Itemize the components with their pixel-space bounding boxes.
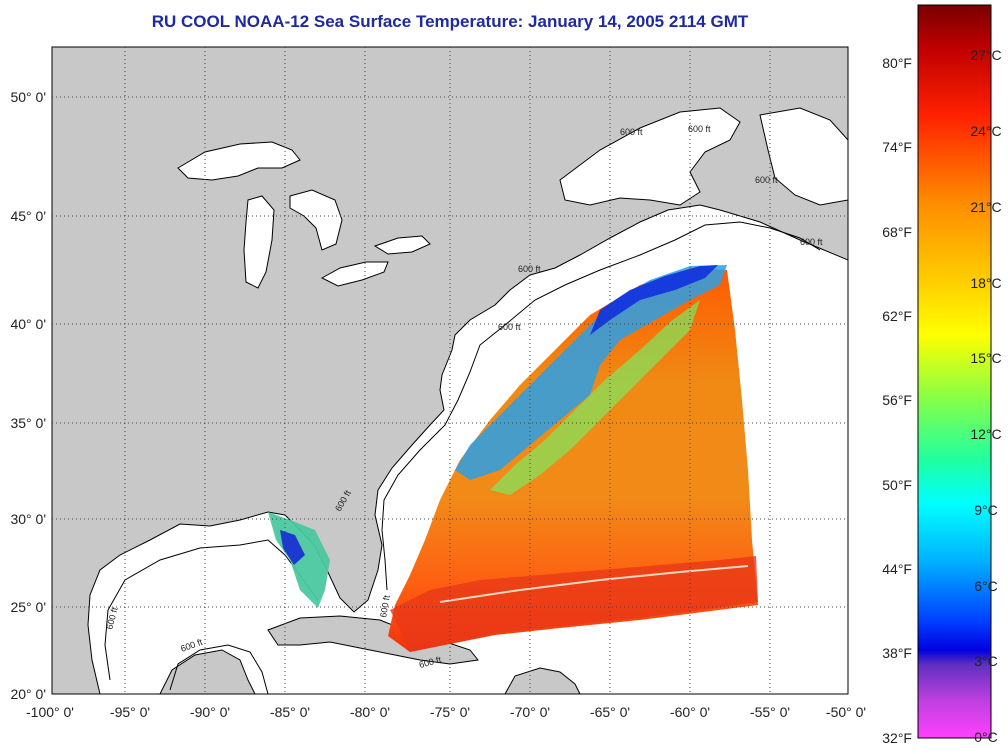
map-title: RU COOL NOAA-12 Sea Surface Temperature:… [151,12,749,31]
lat-lon-grid [52,47,848,694]
yucatan-land [159,649,256,694]
cuba-land [267,615,479,665]
colorbar [917,4,992,739]
lake-ontario [373,235,431,255]
y-tick-label: 45° 0' [10,208,46,224]
x-tick-label: -65° 0' [590,704,630,720]
colorbar-c-label: 27°C [970,47,1001,63]
lake-erie [320,261,389,287]
colorbar-c-label: 18°C [970,275,1001,291]
sst-mid-band [490,300,700,495]
colorbar-f-label: 62°F [882,308,912,324]
y-tick-label: 25° 0' [10,599,46,615]
colorbar-c-label: 21°C [970,199,1001,215]
colorbar-c-label: 0°C [974,729,998,745]
colorbar-c-label: 24°C [970,123,1001,139]
colorbar-c-label: 12°C [970,426,1001,442]
colorbar-f-label: 74°F [882,139,912,155]
sst-florida-cold [280,530,305,565]
contour-label: 600 ft [755,175,778,185]
x-tick-label: -50° 0' [826,704,866,720]
y-tick-label: 50° 0' [10,89,46,105]
colorbar-fahrenheit-labels: 80°F 74°F 68°F 62°F 56°F 50°F 44°F 38°F … [882,55,912,746]
colorbar-f-label: 38°F [882,645,912,661]
colorbar-f-label: 32°F [882,730,912,746]
sst-cool-north [455,265,727,480]
colorbar-f-label: 68°F [882,224,912,240]
contour-label: 600 ft [378,594,392,618]
colorbar-f-label: 56°F [882,392,912,408]
x-tick-label: -90° 0' [190,704,230,720]
y-axis: 50° 0' 45° 0' 40° 0' 35° 0' 30° 0' 25° 0… [10,89,46,702]
lake-michigan [243,195,275,289]
y-tick-label: 35° 0' [10,415,46,431]
colorbar-c-label: 3°C [974,653,998,669]
sst-coldest-patch [590,265,718,335]
colorbar-celsius-labels: 27°C 24°C 21°C 18°C 15°C 12°C 9°C 6°C 3°… [970,47,1001,745]
colorbar-f-label: 44°F [882,561,912,577]
y-tick-label: 30° 0' [10,511,46,527]
lake-superior [177,141,301,181]
x-tick-label: -85° 0' [270,704,310,720]
x-tick-label: -60° 0' [670,704,710,720]
colorbar-c-label: 15°C [970,350,1001,366]
x-tick-label: -70° 0' [510,704,550,720]
newfoundland-water [759,107,848,206]
shelf-contour-gulf [104,539,319,681]
x-tick-label: -55° 0' [750,704,790,720]
lake-huron [289,189,343,251]
shelf-contour-yucatan [169,644,269,694]
orbit-track [439,565,749,603]
shelf-contour-east [381,221,821,591]
colorbar-c-label: 9°C [974,502,998,518]
sst-gulfstream-warm [390,556,758,650]
contour-label: 600 ft [800,237,823,247]
x-tick-label: -95° 0' [110,704,150,720]
x-axis: -100° 0' -95° 0' -90° 0' -85° 0' -80° 0'… [26,704,866,720]
sst-swath [388,268,758,652]
colorbar-f-label: 80°F [882,55,912,71]
y-tick-label: 40° 0' [10,316,46,332]
y-tick-label: 20° 0' [10,686,46,702]
colorbar-f-label: 50°F [882,477,912,493]
x-tick-label: -75° 0' [430,704,470,720]
hispaniola-land [504,667,581,694]
contour-label: 600 ft [620,127,643,137]
x-tick-label: -100° 0' [26,704,74,720]
contour-label: 600 ft [498,322,521,332]
gulf-st-lawrence [559,107,741,206]
contour-label: 600 ft [688,124,711,134]
colorbar-c-label: 6°C [974,578,998,594]
contour-label: 600 ft [518,264,541,274]
x-tick-label: -80° 0' [350,704,390,720]
